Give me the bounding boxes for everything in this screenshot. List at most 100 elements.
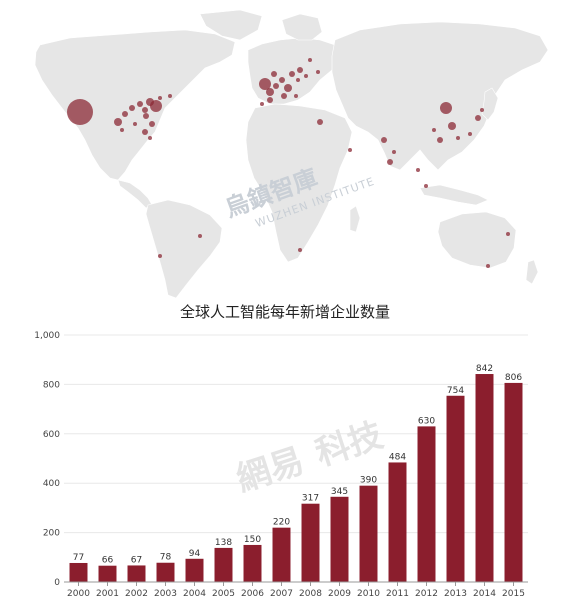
x-axis-ticks: 2000 2001 2002 2003 2004 2005 2006 2007 2008 2009… [67,582,525,599]
data-label: 77 [73,553,84,563]
location-marker [158,254,162,258]
y-tick-label: 600 [43,430,60,440]
bar-2011 [388,462,407,582]
location-marker [67,99,93,125]
watermark-left: 網易 [232,441,309,500]
location-marker [114,118,122,126]
bar-2013 [446,395,465,582]
data-label: 484 [389,452,406,462]
location-marker [456,136,460,140]
data-label: 806 [505,373,522,383]
location-marker [273,83,279,89]
bars: 77 66 67 78 94 138 150 220 317 345 390 484 630 754 842… [69,364,523,582]
location-marker [316,70,320,74]
x-tick-label: 2008 [299,589,322,599]
x-tick-label: 2009 [328,589,351,599]
bar-2004 [185,558,204,582]
y-tick-label: 400 [43,479,60,489]
location-marker [267,97,273,103]
central-america [117,179,153,209]
location-marker [289,71,295,77]
madagascar [349,205,361,233]
australia [437,211,517,269]
location-marker [122,111,128,117]
location-marker [158,96,162,100]
new-zealand [525,259,539,285]
x-tick-label: 2004 [183,589,206,599]
asia [331,21,549,171]
location-marker [279,77,285,83]
location-marker [308,58,312,62]
location-marker [281,93,287,99]
location-marker [146,98,154,106]
data-label: 390 [360,476,377,486]
location-marker [506,232,510,236]
x-tick-label: 2007 [270,589,293,599]
location-marker [317,119,323,125]
location-marker [387,159,393,165]
location-marker [416,168,420,172]
bar-2005 [214,547,233,582]
location-marker [271,71,277,77]
data-label: 138 [215,538,232,548]
chart-title: 全球人工智能每年新增企业数量 [180,303,390,321]
indonesia [419,184,489,206]
location-marker [148,136,152,140]
data-label: 78 [160,553,172,563]
x-tick-label: 2002 [125,589,148,599]
continents [34,9,549,299]
location-marker [143,113,149,119]
world-map: 烏鎮智庫 WUZHEN INSTITUTE [34,9,549,299]
location-marker [266,88,274,96]
location-marker [120,128,124,132]
x-tick-label: 2012 [415,589,438,599]
location-marker [142,129,148,135]
location-marker [133,122,137,126]
location-marker [260,102,264,106]
data-label: 150 [244,535,261,545]
bar-2014 [475,374,494,582]
data-label: 630 [418,416,435,426]
location-marker [432,128,436,132]
x-tick-label: 2015 [502,589,525,599]
y-tick-label: 800 [43,380,60,390]
location-marker [198,234,202,238]
x-tick-label: 2011 [386,589,409,599]
location-marker [296,78,300,82]
location-marker [284,84,292,92]
y-axis-ticks: 0 200 400 600 800 1,000 [34,331,60,588]
location-marker [149,121,155,127]
bar-2008 [301,503,320,582]
location-marker [475,115,481,121]
data-label: 317 [302,494,319,504]
x-tick-label: 2005 [212,589,235,599]
bar-2006 [243,544,262,582]
y-tick-label: 1,000 [34,331,60,341]
bar-2010 [359,485,378,582]
location-marker [298,248,302,252]
y-tick-label: 0 [54,578,60,588]
bar-2012 [417,426,436,582]
south-america [145,199,223,299]
greenland [199,9,263,41]
location-marker [381,137,387,143]
x-tick-label: 2003 [154,589,177,599]
location-marker [424,184,428,188]
bar-2003 [156,562,175,582]
bar-2000 [69,562,88,582]
bar-2015 [504,382,523,582]
location-marker [480,108,484,112]
location-marker [348,148,352,152]
watermark-right: 科技 [311,415,388,474]
location-marker [129,105,135,111]
bar-2009 [330,496,349,582]
location-marker [304,74,308,78]
y-tick-label: 200 [43,529,60,539]
location-marker [168,94,172,98]
location-marker [437,137,443,143]
location-marker [486,264,490,268]
x-tick-label: 2013 [444,589,467,599]
location-marker [448,122,456,130]
company-locations [67,58,510,268]
location-marker [392,150,396,154]
